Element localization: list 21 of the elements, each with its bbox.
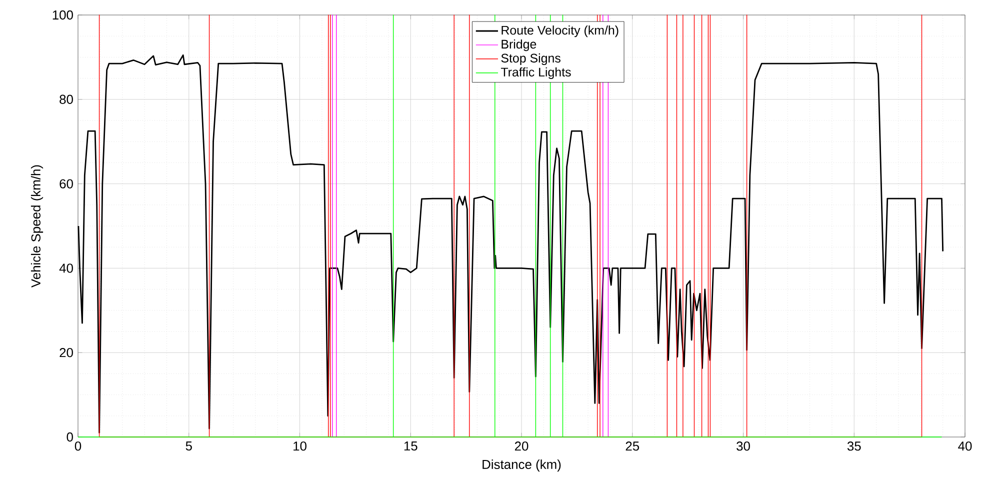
x-axis-title: Distance (km) bbox=[482, 460, 561, 472]
y-tick-label: 0 bbox=[66, 432, 73, 442]
x-tick-label: 10 bbox=[294, 442, 306, 451]
x-tick-label: 0 bbox=[74, 442, 82, 451]
y-tick-label: 20 bbox=[60, 348, 73, 358]
x-tick-label: 25 bbox=[626, 442, 640, 451]
legend-label: Bridge bbox=[502, 39, 536, 52]
y-tick-label: 80 bbox=[60, 94, 73, 104]
y-tick-label: 100 bbox=[52, 10, 73, 20]
legend-label: Stop Signs bbox=[501, 53, 560, 66]
y-tick-label: 60 bbox=[60, 179, 73, 188]
x-tick-label: 15 bbox=[404, 442, 418, 451]
x-tick-label: 40 bbox=[958, 442, 972, 451]
x-tick-label: 30 bbox=[736, 442, 750, 451]
legend-label: Traffic Lights bbox=[500, 67, 571, 79]
x-tick-label: 35 bbox=[847, 442, 861, 451]
y-axis-title: Vehicle Speed (km/h) bbox=[30, 165, 44, 288]
y-tick-label: 40 bbox=[59, 264, 73, 273]
x-tick-label: 20 bbox=[514, 442, 528, 451]
legend-label: Route Velocity (km/h) bbox=[502, 26, 618, 38]
x-tick-label: 5 bbox=[186, 442, 192, 451]
